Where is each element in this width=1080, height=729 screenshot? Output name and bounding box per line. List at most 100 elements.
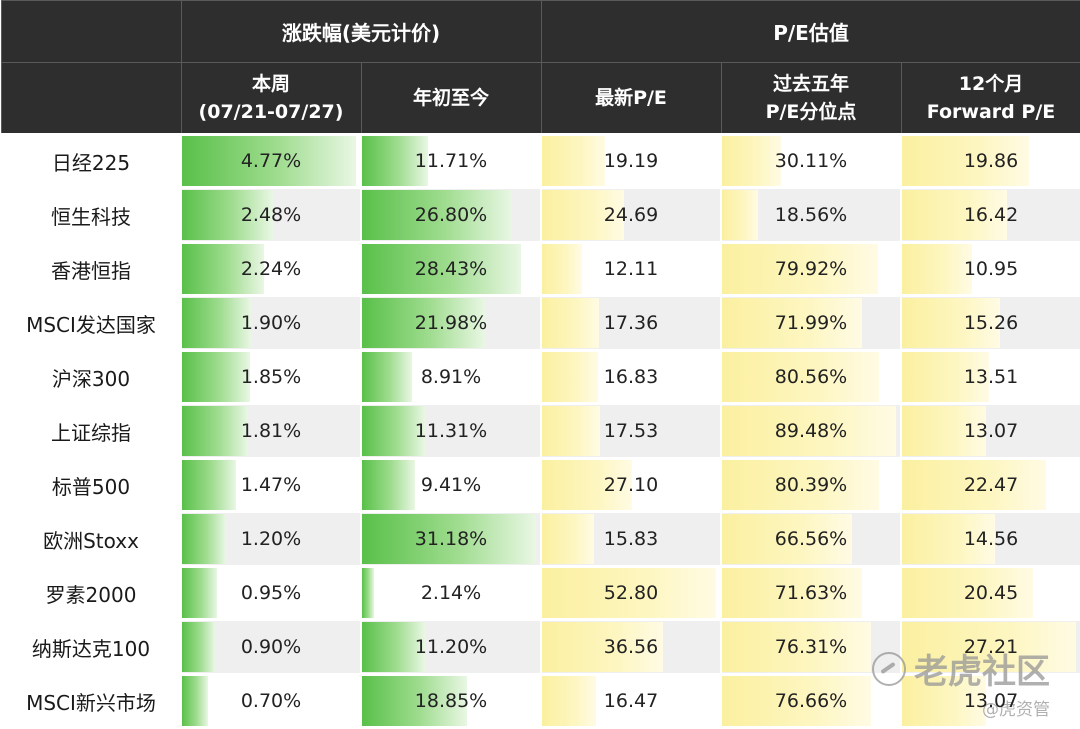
cell-pct: 76.66%	[721, 674, 901, 728]
header-column-row: 本周 (07/21-07/27) 年初至今 最新P/E 过去五年 P/E分位点 …	[1, 63, 1080, 135]
cell-week: 1.81%	[181, 404, 361, 458]
value-pe: 27.10	[542, 459, 720, 511]
value-pe: 16.83	[542, 351, 720, 403]
cell-fwd: 16.42	[901, 188, 1080, 242]
header-corner	[1, 1, 181, 63]
value-fwd: 20.45	[902, 567, 1080, 619]
value-fwd: 22.47	[902, 459, 1080, 511]
value-week: 1.20%	[182, 513, 360, 565]
value-week: 0.70%	[182, 675, 360, 727]
cell-ytd: 31.18%	[361, 512, 541, 566]
header-pe-percentile: 过去五年 P/E分位点	[721, 63, 901, 135]
value-pe: 52.80	[542, 567, 720, 619]
value-week: 0.90%	[182, 621, 360, 673]
cell-fwd: 13.07	[901, 674, 1080, 728]
cell-ytd: 8.91%	[361, 350, 541, 404]
value-ytd: 31.18%	[362, 513, 540, 565]
cell-pe: 19.19	[541, 134, 721, 188]
cell-pct: 76.31%	[721, 620, 901, 674]
value-fwd: 13.51	[902, 351, 1080, 403]
value-pct: 30.11%	[722, 135, 900, 187]
value-ytd: 11.20%	[362, 621, 540, 673]
cell-fwd: 14.56	[901, 512, 1080, 566]
value-pct: 66.56%	[722, 513, 900, 565]
cell-pe: 12.11	[541, 242, 721, 296]
value-week: 4.77%	[182, 135, 360, 187]
header-group-row: 涨跌幅(美元计价) P/E估值	[1, 1, 1080, 63]
index-name: MSCI发达国家	[1, 296, 181, 350]
header-corner-2	[1, 63, 181, 135]
cell-week: 2.48%	[181, 188, 361, 242]
cell-fwd: 15.26	[901, 296, 1080, 350]
cell-pct: 80.56%	[721, 350, 901, 404]
value-ytd: 26.80%	[362, 189, 540, 241]
value-week: 1.85%	[182, 351, 360, 403]
value-ytd: 11.71%	[362, 135, 540, 187]
cell-week: 0.95%	[181, 566, 361, 620]
value-fwd: 13.07	[902, 405, 1080, 457]
value-pe: 15.83	[542, 513, 720, 565]
value-pct: 89.48%	[722, 405, 900, 457]
cell-pct: 18.56%	[721, 188, 901, 242]
value-fwd: 15.26	[902, 297, 1080, 349]
header-group-pe: P/E估值	[541, 1, 1080, 63]
cell-pe: 16.47	[541, 674, 721, 728]
header-pe: 最新P/E	[541, 63, 721, 135]
cell-week: 1.90%	[181, 296, 361, 350]
cell-fwd: 13.07	[901, 404, 1080, 458]
value-pct: 18.56%	[722, 189, 900, 241]
index-name: 上证综指	[1, 404, 181, 458]
cell-week: 4.77%	[181, 134, 361, 188]
index-name: 标普500	[1, 458, 181, 512]
cell-ytd: 21.98%	[361, 296, 541, 350]
index-name: 恒生科技	[1, 188, 181, 242]
value-fwd: 19.86	[902, 135, 1080, 187]
cell-pct: 80.39%	[721, 458, 901, 512]
value-fwd: 13.07	[902, 675, 1080, 727]
value-week: 0.95%	[182, 567, 360, 619]
cell-pe: 27.10	[541, 458, 721, 512]
cell-pct: 89.48%	[721, 404, 901, 458]
cell-pct: 71.99%	[721, 296, 901, 350]
index-name: 欧洲Stoxx	[1, 512, 181, 566]
index-name: 沪深300	[1, 350, 181, 404]
cell-pe: 17.36	[541, 296, 721, 350]
cell-pe: 24.69	[541, 188, 721, 242]
header-week-line1: 本周	[182, 70, 361, 98]
header-pct-line1: 过去五年	[722, 70, 901, 98]
value-ytd: 18.85%	[362, 675, 540, 727]
cell-fwd: 10.95	[901, 242, 1080, 296]
value-ytd: 2.14%	[362, 567, 540, 619]
value-pe: 24.69	[542, 189, 720, 241]
cell-ytd: 26.80%	[361, 188, 541, 242]
value-pe: 12.11	[542, 243, 720, 295]
value-fwd: 14.56	[902, 513, 1080, 565]
cell-pct: 71.63%	[721, 566, 901, 620]
value-pct: 76.66%	[722, 675, 900, 727]
cell-fwd: 13.51	[901, 350, 1080, 404]
cell-ytd: 11.20%	[361, 620, 541, 674]
cell-fwd: 19.86	[901, 134, 1080, 188]
index-name: 香港恒指	[1, 242, 181, 296]
header-fwd-line1: 12个月	[902, 70, 1080, 98]
header-week-line2: (07/21-07/27)	[182, 98, 361, 126]
value-pe: 36.56	[542, 621, 720, 673]
value-week: 2.24%	[182, 243, 360, 295]
value-pct: 76.31%	[722, 621, 900, 673]
value-ytd: 28.43%	[362, 243, 540, 295]
cell-pct: 79.92%	[721, 242, 901, 296]
header-ytd: 年初至今	[361, 63, 541, 135]
cell-ytd: 2.14%	[361, 566, 541, 620]
